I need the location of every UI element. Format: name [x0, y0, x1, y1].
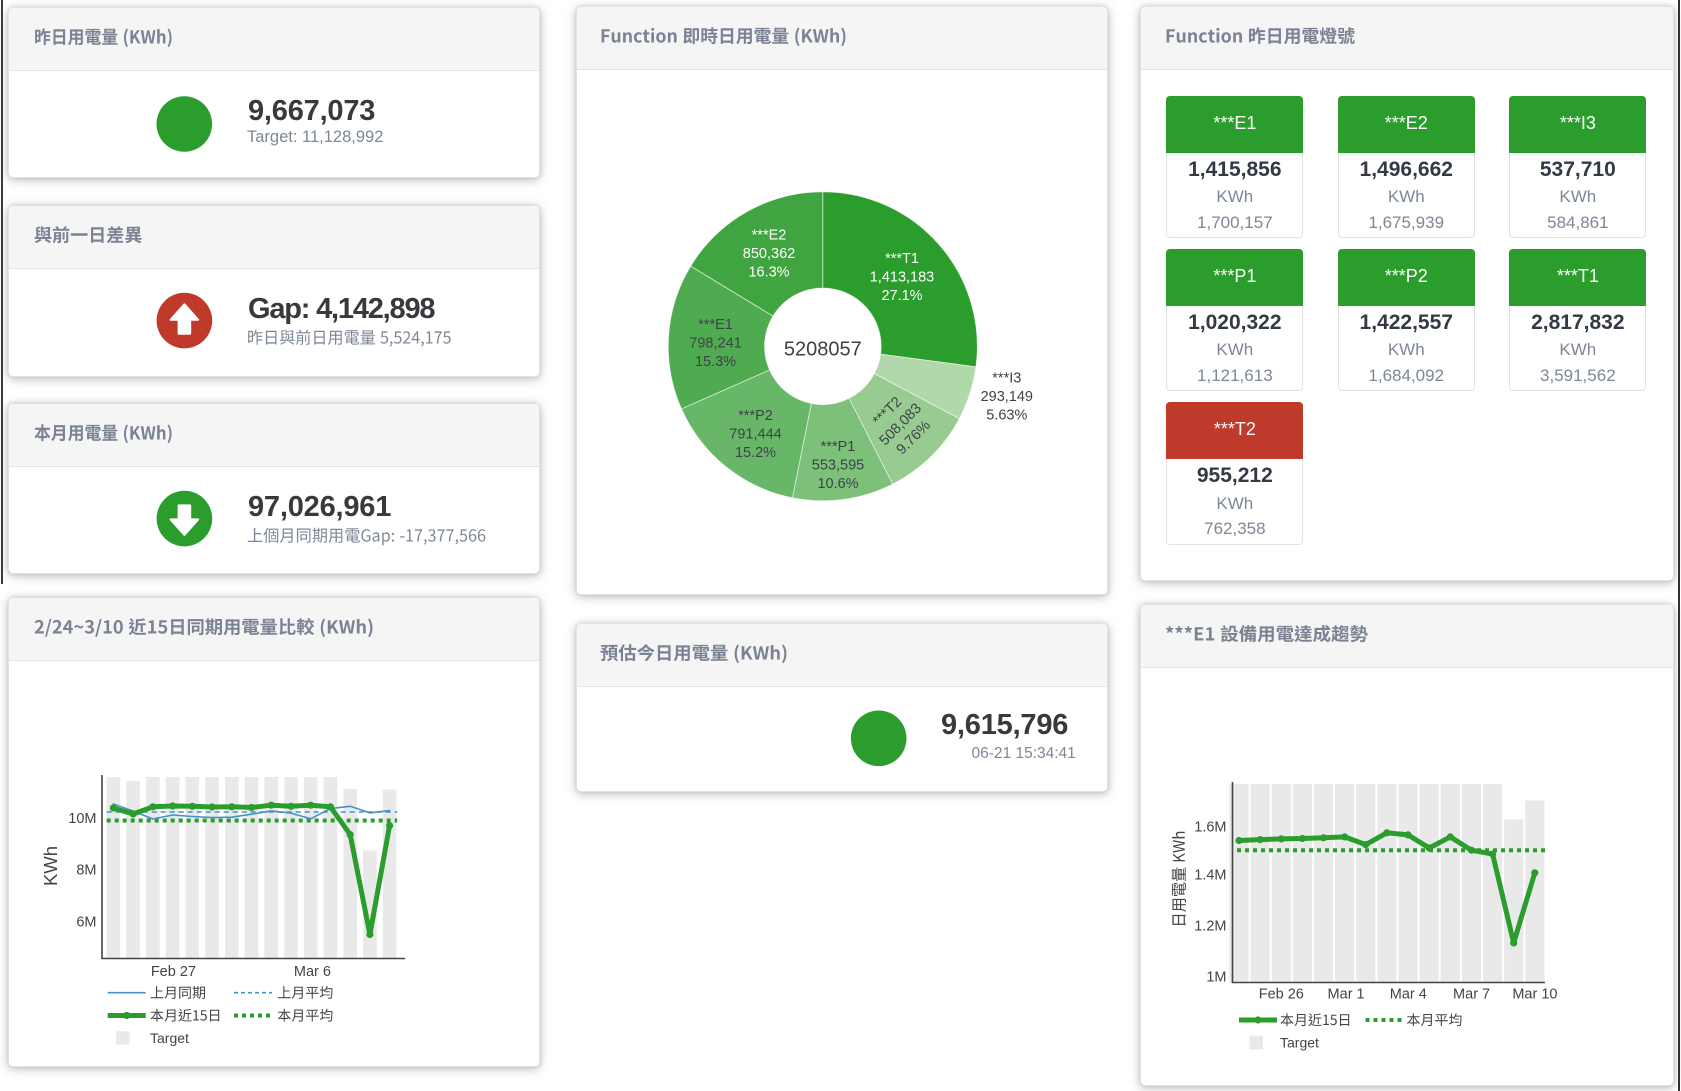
- svg-text:1M: 1M: [1206, 969, 1226, 985]
- svg-text:8M: 8M: [76, 863, 96, 879]
- svg-text:15.3%: 15.3%: [695, 354, 736, 370]
- svg-text:Mar 10: Mar 10: [1512, 987, 1557, 1003]
- svg-text:1.4M: 1.4M: [1194, 868, 1226, 884]
- svg-text:798,241: 798,241: [689, 336, 741, 352]
- svg-text:791,444: 791,444: [729, 427, 781, 443]
- svg-text:***I3: ***I3: [992, 371, 1021, 387]
- svg-text:1,413,183: 1,413,183: [870, 270, 935, 286]
- svg-text:10M: 10M: [68, 811, 96, 827]
- svg-text:***E1: ***E1: [698, 317, 733, 333]
- svg-text:16.3%: 16.3%: [748, 265, 789, 281]
- svg-text:1.6M: 1.6M: [1194, 820, 1226, 836]
- svg-text:KWh: KWh: [40, 846, 61, 886]
- svg-text:Mar 7: Mar 7: [1453, 987, 1490, 1003]
- svg-text:6M: 6M: [76, 915, 96, 931]
- svg-text:Feb 26: Feb 26: [1259, 987, 1304, 1003]
- svg-text:553,595: 553,595: [812, 458, 864, 474]
- svg-text:***T1: ***T1: [885, 251, 919, 267]
- svg-text:293,149: 293,149: [981, 389, 1033, 405]
- svg-text:***P1: ***P1: [821, 439, 856, 455]
- svg-text:Mar 6: Mar 6: [294, 964, 331, 980]
- svg-text:***P2: ***P2: [738, 408, 773, 424]
- svg-text:5.63%: 5.63%: [986, 408, 1027, 424]
- svg-text:5208057: 5208057: [784, 338, 862, 360]
- svg-text:Target: Target: [1280, 1035, 1319, 1051]
- svg-text:27.1%: 27.1%: [881, 288, 922, 304]
- svg-text:1.2M: 1.2M: [1194, 919, 1226, 935]
- svg-text:Target: Target: [150, 1030, 189, 1046]
- svg-text:Feb 27: Feb 27: [151, 964, 196, 980]
- svg-text:850,362: 850,362: [743, 246, 795, 262]
- svg-text:Mar 4: Mar 4: [1390, 987, 1427, 1003]
- svg-text:10.6%: 10.6%: [817, 476, 858, 492]
- svg-text:15.2%: 15.2%: [735, 445, 776, 461]
- svg-text:***E2: ***E2: [752, 228, 787, 244]
- svg-text:Mar 1: Mar 1: [1328, 987, 1365, 1003]
